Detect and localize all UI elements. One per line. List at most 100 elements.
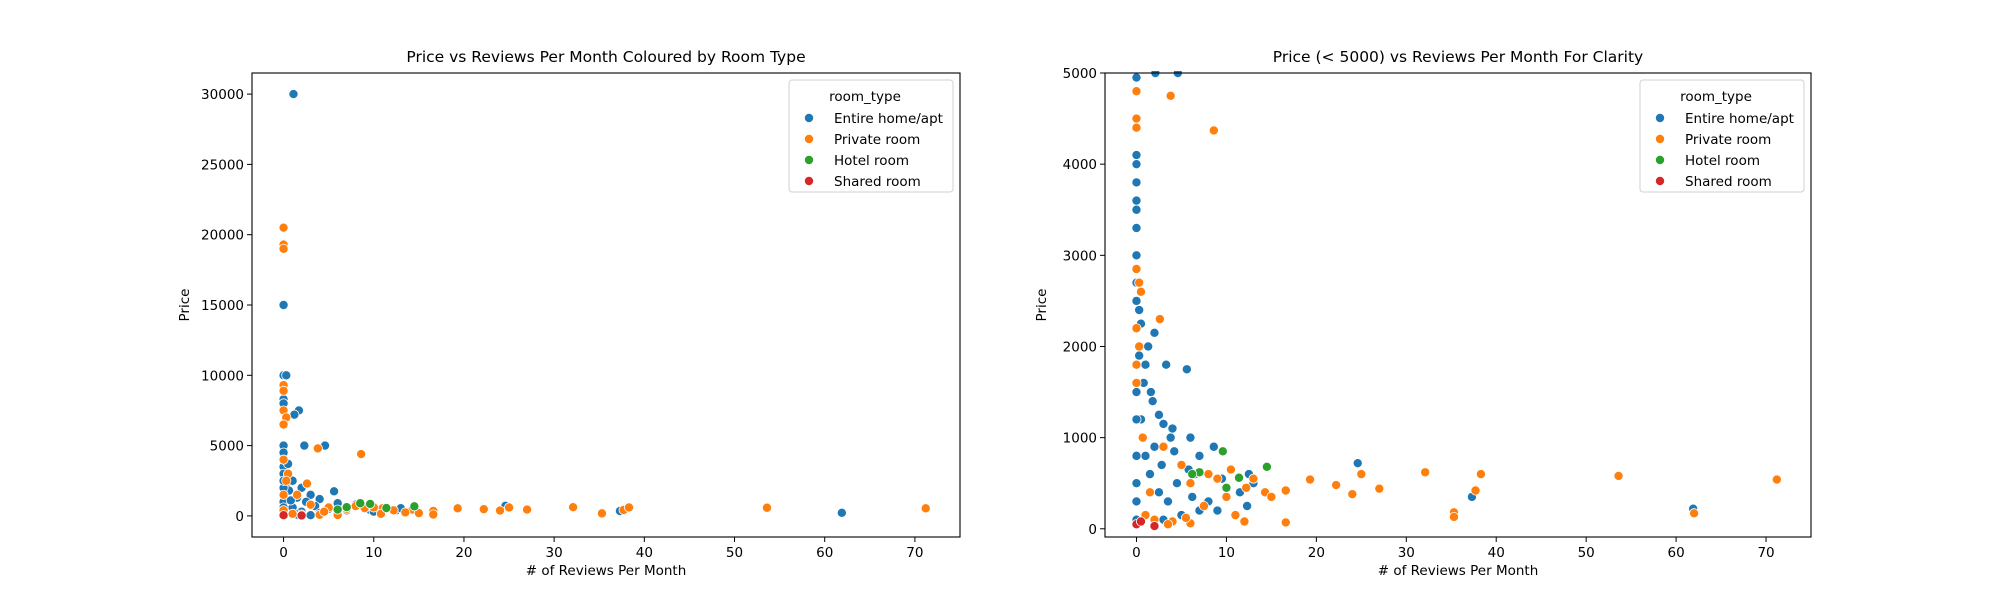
data-point <box>1305 474 1316 485</box>
y-tick-label: 5000 <box>210 439 244 455</box>
data-point <box>1162 519 1173 530</box>
data-point <box>1331 480 1342 491</box>
data-point <box>305 489 316 500</box>
data-point <box>1153 487 1164 498</box>
y-tick-label: 25000 <box>201 157 244 173</box>
data-point <box>288 89 299 100</box>
data-point <box>1230 510 1241 521</box>
data-point <box>1134 350 1145 361</box>
data-point <box>1145 387 1156 398</box>
chart-title: Price vs Reviews Per Month Coloured by R… <box>406 48 805 66</box>
chart-price-vs-reviews: Price vs Reviews Per Month Coloured by R… <box>177 48 961 579</box>
legend-entry-label: Private room <box>1685 132 1771 148</box>
data-point <box>1144 487 1155 498</box>
x-tick-label: 40 <box>1488 545 1505 561</box>
data-point <box>1147 396 1158 407</box>
data-point <box>281 475 292 486</box>
data-point <box>1154 314 1165 325</box>
data-point <box>1162 496 1173 507</box>
legend-marker <box>804 113 815 124</box>
data-point <box>495 505 506 516</box>
data-point <box>332 504 343 515</box>
data-point <box>400 507 411 518</box>
data-point <box>1131 263 1142 274</box>
series-private-room <box>278 222 931 521</box>
data-point <box>278 243 289 254</box>
data-point <box>1131 159 1142 170</box>
data-point <box>1187 469 1198 480</box>
legend-box <box>1639 79 1805 193</box>
legend-entry-label: Shared room <box>834 174 921 190</box>
data-point <box>1158 441 1169 452</box>
x-tick-label: 40 <box>636 545 653 561</box>
data-point <box>1212 473 1223 484</box>
data-point <box>278 489 289 500</box>
data-point <box>761 502 772 513</box>
data-point <box>1131 377 1142 388</box>
data-point <box>1241 482 1252 493</box>
y-tick-label: 3000 <box>1063 248 1097 264</box>
legend-box <box>788 79 954 193</box>
data-point <box>1181 364 1192 375</box>
series-hotel-room <box>1187 446 1272 493</box>
x-tick-label: 10 <box>1218 545 1235 561</box>
data-point <box>1135 286 1146 297</box>
x-tick-label: 60 <box>1668 545 1685 561</box>
data-point <box>1185 432 1196 443</box>
data-point <box>292 489 303 500</box>
x-tick-label: 30 <box>1398 545 1415 561</box>
data-point <box>1198 501 1209 512</box>
data-point <box>1131 387 1142 398</box>
data-point <box>1194 450 1205 461</box>
data-point <box>1131 450 1142 461</box>
data-point <box>1771 474 1782 485</box>
x-tick-label: 10 <box>365 545 382 561</box>
series-entire-home-apt <box>1131 71 1699 525</box>
legend-entry-label: Shared room <box>1685 174 1772 190</box>
data-point <box>1187 491 1198 502</box>
data-point <box>1212 505 1223 516</box>
y-tick-label: 20000 <box>201 228 244 244</box>
data-point <box>1165 432 1176 443</box>
legend-marker <box>1655 133 1666 144</box>
legend-marker <box>804 133 815 144</box>
data-point <box>329 486 340 497</box>
data-point <box>1420 467 1431 478</box>
data-point <box>1131 323 1142 334</box>
data-point <box>1156 459 1167 470</box>
data-points <box>1131 71 1782 532</box>
series-shared-room <box>1131 516 1160 532</box>
data-point <box>504 502 515 513</box>
x-tick-label: 50 <box>726 545 743 561</box>
data-point <box>1261 461 1272 472</box>
series-hotel-room <box>332 498 420 515</box>
y-tick-label: 10000 <box>201 368 244 384</box>
data-point <box>1134 305 1145 316</box>
data-point <box>381 503 392 514</box>
data-point <box>1131 72 1142 83</box>
data-point <box>302 478 313 489</box>
data-point <box>920 503 931 514</box>
legend-entry-label: Entire home/apt <box>1685 111 1794 127</box>
legend-title: room_type <box>1680 89 1752 105</box>
x-axis-label: # of Reviews Per Month <box>526 563 687 579</box>
legend: room_type Entire home/apt Private room Hote… <box>1639 79 1805 193</box>
data-point <box>478 504 489 515</box>
data-point <box>305 499 316 510</box>
data-point <box>1134 277 1145 288</box>
data-point <box>1131 204 1142 215</box>
data-point <box>568 502 579 513</box>
data-point <box>1221 491 1232 502</box>
data-point <box>281 370 292 381</box>
data-point <box>1149 327 1160 338</box>
legend-marker <box>1655 113 1666 124</box>
legend-entry-label: Entire home/apt <box>834 111 943 127</box>
data-point <box>314 494 325 505</box>
y-tick-label: 4000 <box>1063 157 1097 173</box>
data-point <box>365 498 376 509</box>
data-point <box>299 440 310 451</box>
data-point <box>1140 450 1151 461</box>
data-point <box>1347 489 1358 500</box>
data-point <box>278 419 289 430</box>
data-point <box>1131 414 1142 425</box>
